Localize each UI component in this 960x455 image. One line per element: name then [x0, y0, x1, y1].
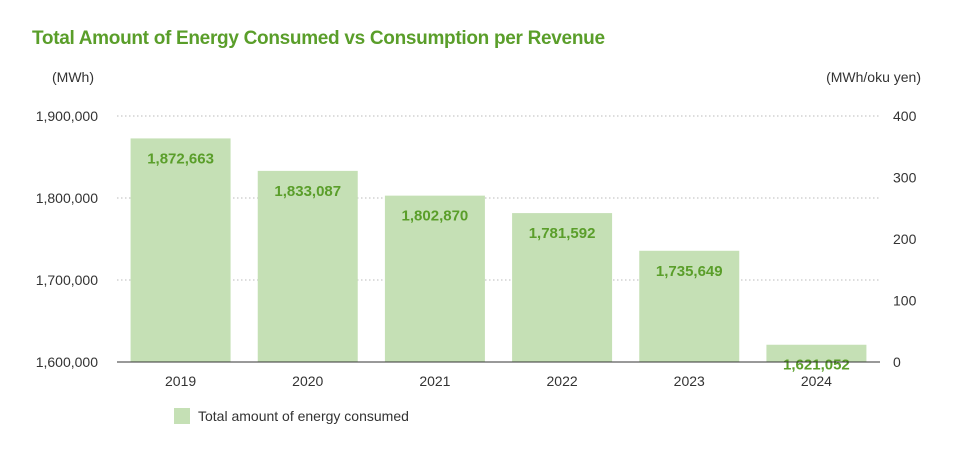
right-tick-label: 400 [893, 108, 917, 124]
right-tick-label: 200 [893, 231, 917, 247]
left-tick-label: 1,900,000 [36, 108, 98, 124]
bar-value-label: 1,872,663 [147, 150, 214, 167]
left-tick-label: 1,600,000 [36, 354, 98, 370]
x-tick-label: 2019 [165, 373, 196, 389]
bar [766, 344, 867, 362]
bar-value-label: 1,802,870 [402, 208, 469, 225]
x-tick-label: 2023 [674, 373, 705, 389]
right-tick-label: 100 [893, 293, 917, 309]
right-tick-label: 300 [893, 170, 917, 186]
x-tick-label: 2024 [801, 373, 832, 389]
bar [130, 138, 231, 362]
bar [512, 213, 613, 362]
x-tick-label: 2022 [547, 373, 578, 389]
right-axis-unit: (MWh/oku yen) [826, 69, 921, 85]
left-axis-unit: (MWh) [52, 69, 94, 85]
bar-value-label: 1,781,592 [529, 225, 596, 242]
right-tick-label: 0 [893, 354, 901, 370]
bar [639, 250, 740, 362]
legend: Total amount of energy consumed [174, 408, 409, 424]
bar-value-label: 1,621,052 [783, 357, 850, 374]
bar [384, 195, 485, 362]
x-tick-label: 2021 [419, 373, 450, 389]
legend-swatch [174, 408, 190, 424]
bar-value-label: 1,833,087 [274, 183, 341, 200]
left-tick-label: 1,700,000 [36, 272, 98, 288]
left-tick-label: 1,800,000 [36, 190, 98, 206]
legend-label: Total amount of energy consumed [198, 408, 409, 424]
chart-title: Total Amount of Energy Consumed vs Consu… [32, 28, 605, 49]
x-tick-label: 2020 [292, 373, 323, 389]
bar-value-label: 1,735,649 [656, 263, 723, 280]
bar [257, 170, 358, 362]
